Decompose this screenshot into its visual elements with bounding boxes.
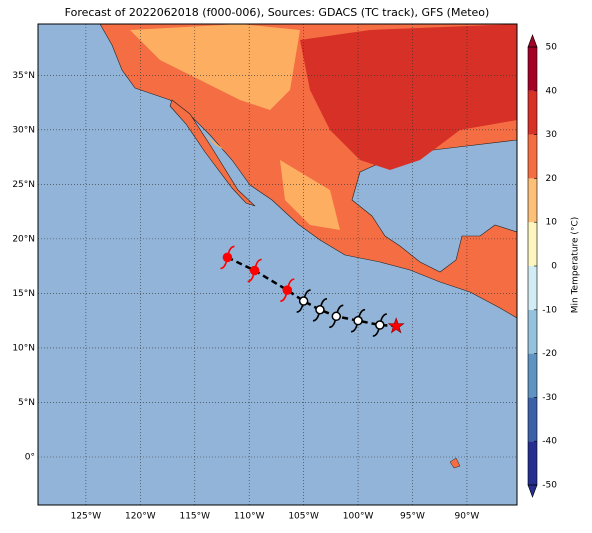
storm-symbol: [280, 278, 295, 302]
storm-position: [247, 258, 262, 283]
graticule: [38, 24, 517, 505]
map-title: Forecast of 2022062018 (f000-006), Sourc…: [65, 6, 490, 19]
x-tick-label: 95°W: [400, 512, 425, 522]
y-tick-label: 25°N: [12, 180, 35, 190]
colorbar-bin: [528, 134, 537, 179]
y-tick-label: 0°: [25, 453, 35, 463]
y-tick-label: 35°N: [12, 71, 35, 81]
storm-position: [312, 297, 328, 322]
storm-center: [282, 285, 293, 295]
cool-region: [280, 160, 340, 230]
colorbar-extend: [527, 484, 538, 498]
track-line: [226, 256, 397, 328]
colorbar-extend: [527, 34, 538, 48]
storm-symbol: [220, 245, 235, 270]
colorbar-tick-label: 40: [546, 86, 558, 96]
colorbar-tick-label: 0: [551, 262, 557, 272]
colorbar-tick-label: 30: [546, 130, 558, 140]
storm-position: [220, 245, 235, 270]
storm-symbol: [312, 297, 328, 322]
storm-center: [375, 320, 385, 330]
storm-position: [329, 304, 344, 329]
y-tick-label: 15°N: [12, 289, 35, 299]
colorbar-tick-label: -50: [542, 481, 557, 491]
storm-center: [249, 265, 260, 276]
storm-symbol: [329, 304, 344, 329]
storm-center: [222, 252, 233, 263]
cool-region: [130, 24, 300, 110]
warm-region: [300, 24, 517, 170]
x-tick-label: 115°W: [179, 512, 210, 522]
storm-symbol: [247, 258, 262, 283]
colorbar-bin: [528, 397, 537, 442]
storm-position: [350, 308, 366, 333]
storm-position: [280, 278, 295, 302]
storm-center: [353, 315, 363, 326]
colorbar-bin: [528, 90, 537, 135]
colorbar-bin: [528, 47, 537, 91]
x-tick-label: 100°W: [343, 512, 374, 522]
colorbar-tick-label: -40: [542, 437, 557, 447]
colorbar-bin: [528, 309, 537, 354]
colorbar-tick-label: 10: [546, 218, 558, 228]
island: [449, 457, 461, 469]
storm-track: [220, 245, 405, 337]
storm-symbol: [296, 289, 311, 313]
storm-center: [298, 296, 309, 306]
baja-peninsula: [169, 99, 256, 207]
colorbar-bin: [528, 222, 537, 266]
colorbar-tick-label: 50: [546, 43, 558, 53]
storm-position: [372, 313, 387, 337]
colorbar-tick-label: -20: [542, 349, 557, 359]
y-tick-label: 5°N: [18, 398, 35, 408]
colorbar-bin: [528, 266, 537, 310]
colorbar-label: Min Temperature (°C): [571, 217, 581, 314]
x-tick-label: 105°W: [288, 512, 319, 522]
y-tick-label: 10°N: [12, 343, 35, 353]
x-tick-label: 110°W: [234, 512, 265, 522]
x-tick-label: 90°W: [454, 512, 479, 522]
colorbar-bin: [528, 353, 537, 398]
colorbar-bin: [528, 441, 537, 485]
x-tick-label: 125°W: [71, 512, 102, 522]
storm-symbol: [372, 313, 387, 337]
colorbar-bin: [528, 178, 537, 223]
colorbar-tick-label: 20: [546, 174, 558, 184]
y-tick-label: 20°N: [12, 234, 35, 244]
storm-center: [331, 311, 342, 322]
map-area: [38, 24, 517, 505]
x-tick-label: 120°W: [125, 512, 156, 522]
storm-symbol: [350, 308, 366, 333]
y-tick-label: 30°N: [12, 125, 35, 135]
storm-center: [315, 305, 325, 315]
colorbar-tick-label: -10: [542, 305, 557, 315]
storm-position: [296, 289, 311, 313]
current-position: [387, 317, 405, 334]
colorbar-tick-label: -30: [542, 393, 557, 403]
colorbar: -50 -40 -30 -20 -10 0 10 20 30 40 50: [527, 34, 558, 498]
map-frame: [37, 23, 518, 506]
